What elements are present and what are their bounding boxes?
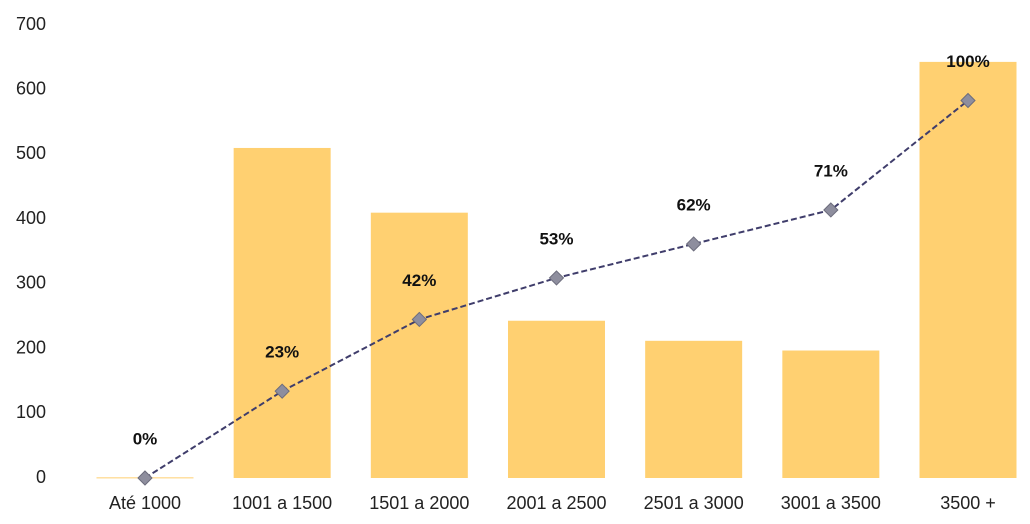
y-tick-label: 0 <box>36 467 46 487</box>
bar <box>370 212 468 478</box>
marker <box>685 236 702 252</box>
y-tick-label: 200 <box>16 337 46 357</box>
y-tick-label: 600 <box>16 78 46 98</box>
bar <box>507 320 605 478</box>
data-label: 53% <box>539 229 573 248</box>
data-label: 62% <box>677 195 711 214</box>
x-tick-label: 1001 a 1500 <box>232 493 332 513</box>
marker <box>137 470 153 486</box>
x-tick-label: 3500 + <box>940 493 996 513</box>
y-tick-label: 100 <box>16 402 46 422</box>
data-label: 100% <box>946 52 989 71</box>
data-label: 0% <box>133 429 158 448</box>
marker <box>548 270 565 286</box>
x-tick-label: 2501 a 3000 <box>644 493 744 513</box>
x-tick-label: 2001 a 2500 <box>506 493 606 513</box>
x-tick-label: 1501 a 2000 <box>369 493 469 513</box>
marker <box>274 383 290 399</box>
bar <box>233 147 331 478</box>
marker <box>823 202 839 218</box>
marker <box>411 311 428 328</box>
data-label: 71% <box>814 161 848 180</box>
data-label: 42% <box>402 271 436 290</box>
bar <box>645 340 743 478</box>
marker <box>960 92 976 109</box>
bar <box>919 61 1017 478</box>
y-tick-label: 300 <box>16 273 46 293</box>
x-tick-label: 3001 a 3500 <box>781 493 881 513</box>
y-tick-label: 700 <box>16 14 46 34</box>
x-tick-label: Até 1000 <box>109 493 181 513</box>
data-label: 23% <box>265 343 299 362</box>
y-tick-label: 500 <box>16 143 46 163</box>
y-tick-label: 400 <box>16 208 46 228</box>
bar <box>782 350 880 478</box>
